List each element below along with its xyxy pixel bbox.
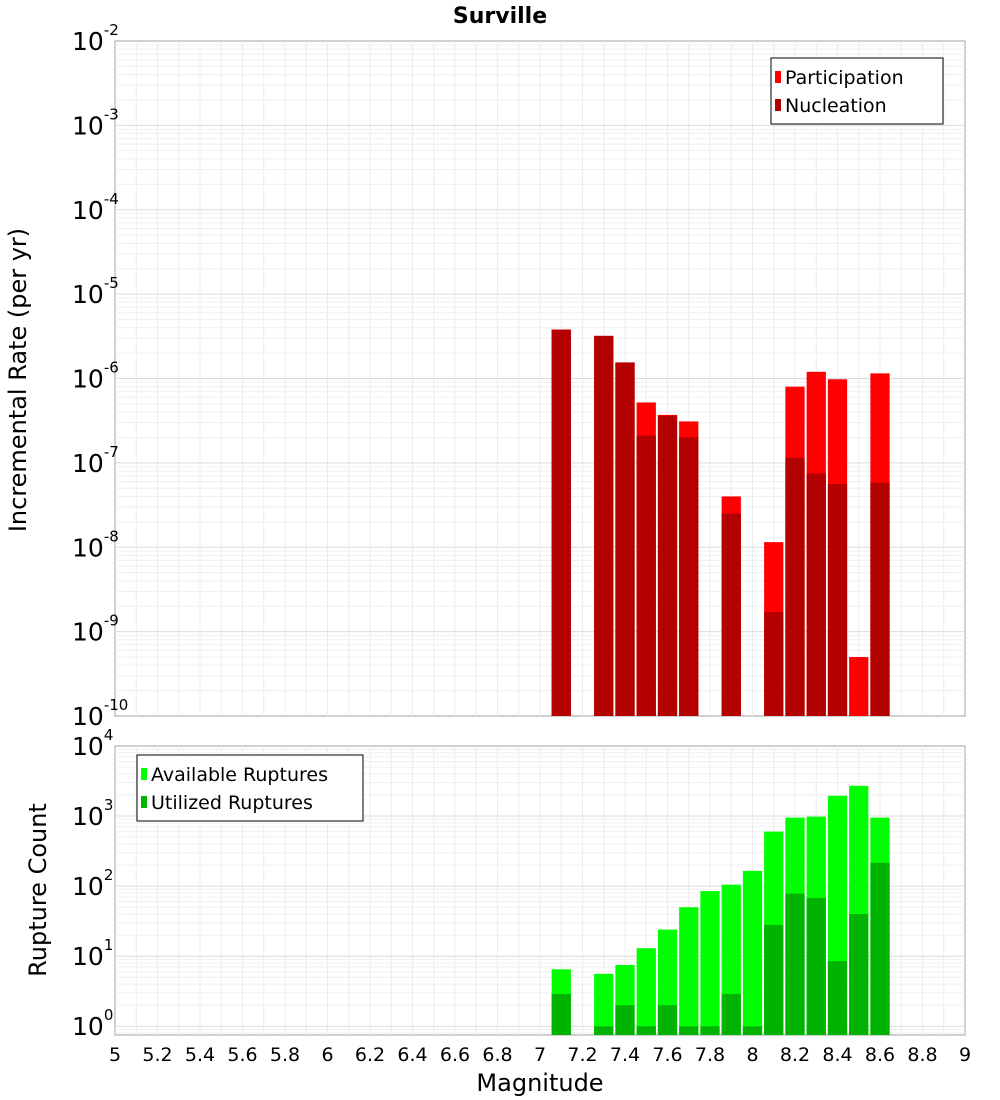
x-tick-label: 5.8 <box>270 1044 300 1066</box>
count-bar-available-ruptures <box>679 907 699 1035</box>
y-tick-label: 10-10 <box>72 696 128 731</box>
count-bar-utilized-ruptures <box>551 993 571 1035</box>
rate-bars <box>551 329 890 716</box>
rate-bar-nucleation <box>721 513 741 716</box>
legend-label: Available Ruptures <box>151 764 328 786</box>
rate-bar-nucleation <box>657 415 678 716</box>
rate-bar-nucleation <box>615 362 635 716</box>
x-tick-label: 6.8 <box>482 1044 512 1066</box>
x-tick-label: 7 <box>534 1044 546 1066</box>
count-bars <box>551 785 890 1035</box>
y-tick-label: 10-8 <box>72 527 119 562</box>
y-tick-label: 104 <box>72 726 113 761</box>
count-bar-utilized-ruptures <box>806 897 826 1035</box>
x-tick-label: 8.4 <box>822 1044 852 1066</box>
legend-swatch <box>141 796 147 808</box>
y-tick-label: 10-3 <box>72 105 119 140</box>
x-tick-label: 6.2 <box>355 1044 385 1066</box>
rate-legend: Participation Nucleation <box>770 57 944 125</box>
y-tick-label: 10-4 <box>72 190 119 225</box>
x-tick-label: 5 <box>109 1044 121 1066</box>
y-tick-label: 103 <box>72 796 113 831</box>
x-tick-label: 6 <box>321 1044 333 1066</box>
count-bar-utilized-ruptures <box>742 1026 763 1035</box>
y-tick-label: 10-7 <box>72 443 119 478</box>
rate-bar-nucleation <box>785 457 805 716</box>
y-tick-label: 10-5 <box>72 274 119 309</box>
y-tick-label: 10-9 <box>72 612 119 647</box>
count-bar-utilized-ruptures <box>785 893 805 1035</box>
y-tick-label: 101 <box>72 936 113 971</box>
rate-y-axis-label: Incremental Rate (per yr) <box>4 228 32 532</box>
count-y-ticks: 100 101 102 103 104 <box>72 726 113 1041</box>
chart-title: Surville <box>453 4 547 29</box>
count-bar-utilized-ruptures <box>870 862 890 1035</box>
y-tick-label: 102 <box>72 866 113 901</box>
x-tick-label: 6.4 <box>397 1044 427 1066</box>
x-tick-label: 8.8 <box>907 1044 937 1066</box>
rate-bar-nucleation <box>764 612 784 716</box>
rate-bar-nucleation <box>827 484 848 716</box>
legend-swatch <box>775 71 781 83</box>
count-bar-utilized-ruptures <box>849 914 869 1035</box>
x-tick-label: 8 <box>746 1044 758 1066</box>
rate-y-ticks: 10-10 10-9 10-8 10-7 10-6 10-5 10-4 10-3 10-2 <box>72 21 128 731</box>
count-bar-utilized-ruptures <box>764 924 784 1035</box>
rate-bar-nucleation <box>551 329 571 716</box>
y-tick-label: 10-6 <box>72 359 119 394</box>
legend-label: Utilized Ruptures <box>151 792 313 814</box>
y-tick-label: 100 <box>72 1006 113 1041</box>
x-tick-label: 7.6 <box>652 1044 682 1066</box>
legend-box <box>770 57 944 125</box>
rate-bar-participation <box>849 657 869 716</box>
magnitude-x-ticks: 5 5.2 5.4 5.6 5.8 6 6.2 6.4 6.6 6.8 7 7.2 7.4 7.6 7.8 8… <box>109 1044 971 1066</box>
rate-bar-nucleation <box>594 335 614 716</box>
rate-bar-nucleation <box>806 473 826 716</box>
x-tick-label: 9 <box>959 1044 971 1066</box>
x-tick-label: 5.2 <box>142 1044 172 1066</box>
x-tick-label: 8.2 <box>780 1044 810 1066</box>
x-tick-label: 7.8 <box>695 1044 725 1066</box>
count-bar-utilized-ruptures <box>615 1005 635 1035</box>
count-bar-available-ruptures <box>700 891 720 1035</box>
count-bar-utilized-ruptures <box>594 1026 614 1035</box>
legend-label: Participation <box>785 67 904 89</box>
count-legend: Available Ruptures Utilized Ruptures <box>136 754 364 822</box>
count-bar-available-ruptures <box>594 973 614 1035</box>
rate-panel: 10-10 10-9 10-8 10-7 10-6 10-5 10-4 10-3 10-2 In… <box>4 21 966 731</box>
count-bar-available-ruptures <box>636 948 656 1035</box>
y-tick-label: 10-2 <box>72 21 119 56</box>
x-tick-label: 7.2 <box>567 1044 597 1066</box>
x-tick-label: 5.6 <box>227 1044 257 1066</box>
legend-box <box>136 754 364 822</box>
legend-swatch <box>141 768 147 780</box>
x-tick-label: 5.4 <box>185 1044 215 1066</box>
count-panel: 100 101 102 103 104 5 5.2 5.4 5.6 5.8 6 6.2 6.4 6.6 6… <box>24 726 971 1097</box>
count-bar-available-ruptures <box>742 870 763 1035</box>
x-tick-label: 7.4 <box>610 1044 640 1066</box>
count-bar-utilized-ruptures <box>721 993 741 1035</box>
rate-bar-nucleation <box>870 482 890 716</box>
x-axis-label: Magnitude <box>476 1069 603 1097</box>
legend-label: Nucleation <box>785 95 887 117</box>
rate-bar-nucleation <box>636 435 656 716</box>
count-y-axis-label: Rupture Count <box>24 803 52 977</box>
count-bar-utilized-ruptures <box>636 1026 656 1035</box>
legend-swatch <box>775 99 781 111</box>
x-tick-label: 6.6 <box>440 1044 470 1066</box>
count-bar-utilized-ruptures <box>827 961 848 1035</box>
count-bar-utilized-ruptures <box>657 1005 678 1035</box>
count-bar-utilized-ruptures <box>700 1026 720 1035</box>
x-tick-label: 8.6 <box>865 1044 895 1066</box>
count-bar-utilized-ruptures <box>679 1026 699 1035</box>
rate-bar-nucleation <box>679 437 699 716</box>
